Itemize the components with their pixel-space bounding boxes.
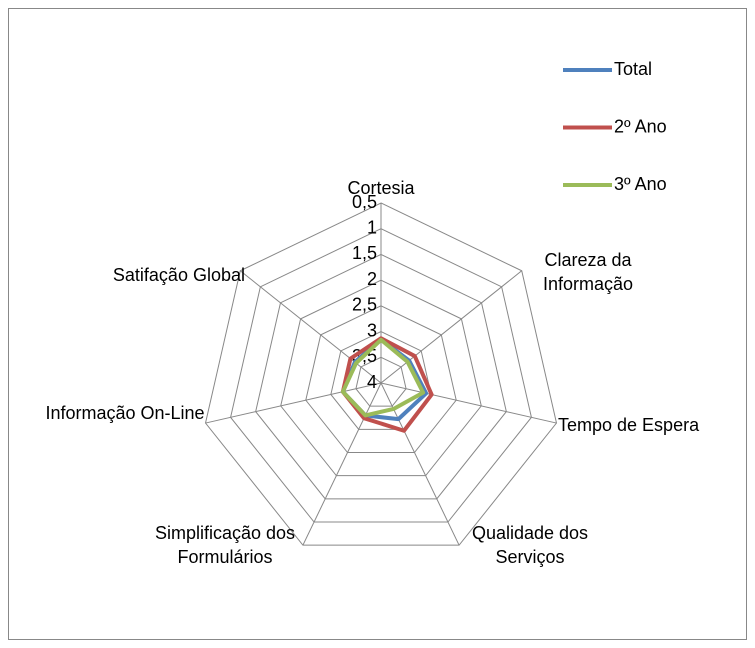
legend-label: Total (614, 59, 652, 79)
category-label: Tempo de Espera (558, 415, 700, 435)
frame (8, 8, 747, 640)
grid-ring (305, 305, 457, 454)
r-tick-label: 2,5 (352, 295, 377, 315)
grid-ring (255, 253, 507, 500)
r-tick-label: 3 (367, 320, 377, 340)
grid-ring (230, 228, 532, 523)
spoke (380, 270, 523, 384)
legend-label: 2º Ano (614, 116, 667, 136)
category-label: Qualidade dos Serviços (471, 523, 589, 567)
category-label: Clareza da Informação (542, 250, 634, 294)
r-tick-label: 2 (367, 269, 377, 289)
spoke (239, 270, 382, 384)
series-line (340, 337, 426, 418)
spoke (380, 382, 557, 424)
category-label: Satifação Global (112, 265, 245, 285)
legend-label: 3º Ano (614, 174, 667, 194)
grid-ring (330, 331, 432, 430)
r-tick-label: 0,5 (352, 192, 377, 212)
grid-ring (280, 279, 482, 477)
r-tick-label: 1 (367, 217, 377, 237)
category-label: Simplificação dos Formulários (154, 523, 296, 567)
r-tick-label: 4 (367, 372, 377, 392)
grid-ring (355, 356, 407, 407)
r-tick-label: 1,5 (352, 243, 377, 263)
category-label: Informação On-Line (45, 403, 205, 423)
grid-ring (204, 202, 558, 546)
series-line (340, 336, 434, 433)
spoke (302, 382, 382, 546)
category-label: Cortesia (347, 178, 415, 198)
spoke (205, 382, 382, 424)
